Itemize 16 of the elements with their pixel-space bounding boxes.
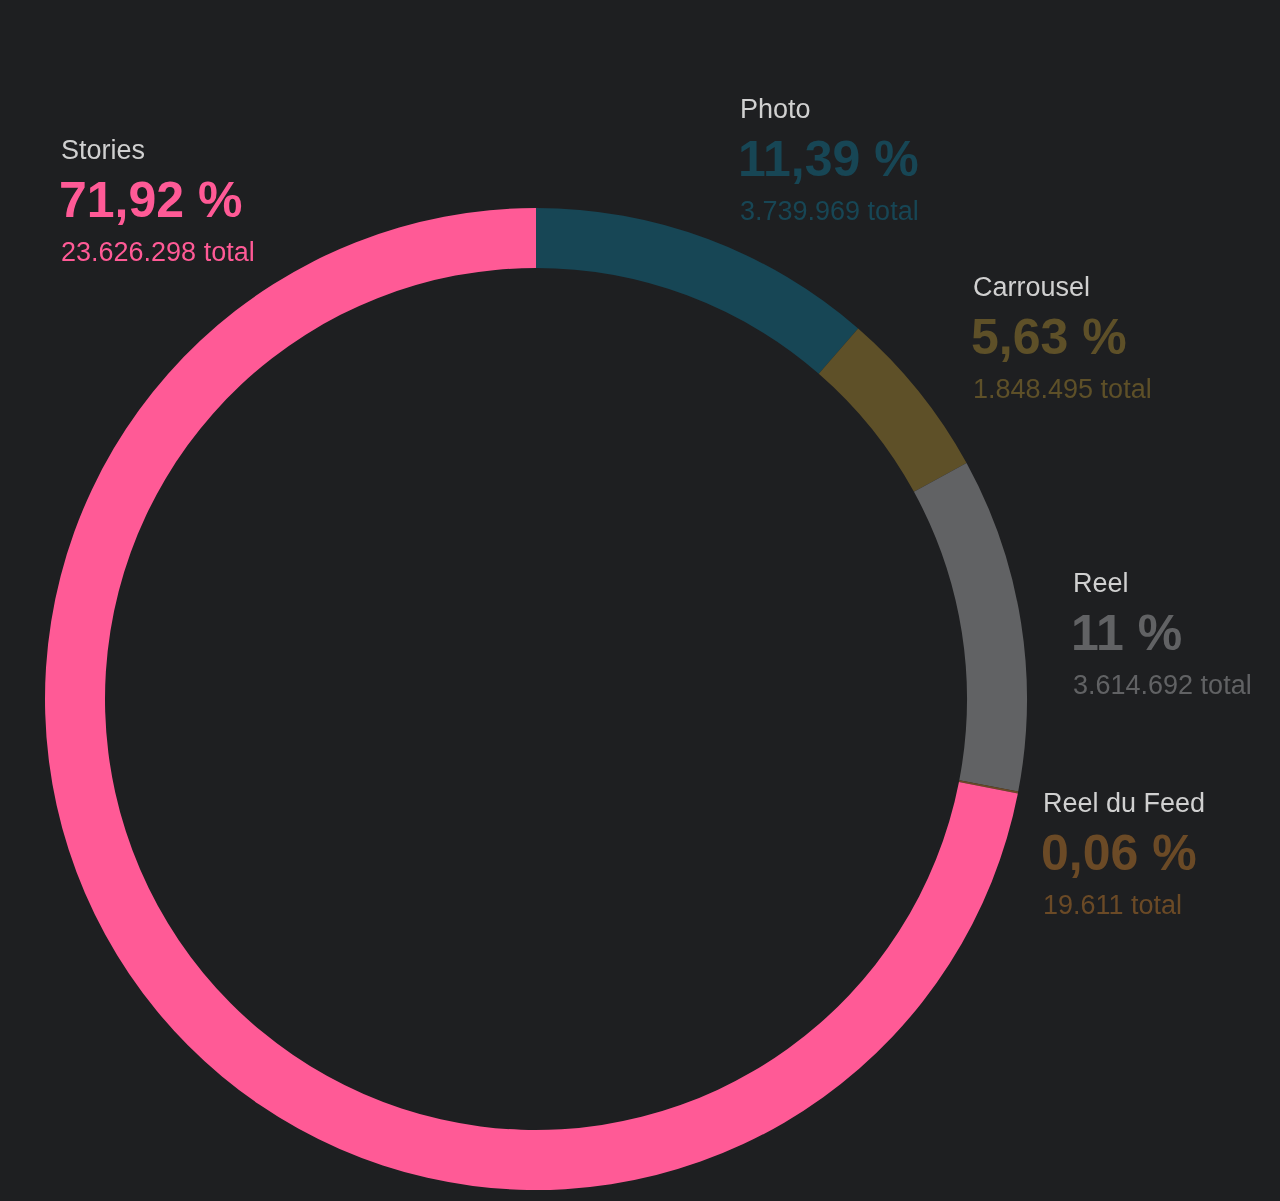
slice-label: Stories [61, 135, 146, 165]
data-label: 5,63 % [971, 309, 1127, 365]
slice-label: Reel du Feed [1043, 788, 1206, 818]
data-label: 71,92 % [59, 172, 243, 228]
slice-label: Reel [1073, 568, 1129, 598]
slice-label: Photo [740, 94, 811, 124]
donut-slice [958, 780, 1019, 794]
text: 3.614.692 total [1073, 670, 1252, 700]
text: 1.848.495 total [973, 374, 1152, 404]
donut-slice [913, 463, 1027, 792]
slice-label: Carrousel [973, 272, 1091, 302]
donut-slice [818, 328, 967, 492]
data-label: 11 % [1071, 605, 1183, 661]
text: 19.611 total [1043, 890, 1183, 920]
data-label: 0,06 % [1041, 825, 1197, 881]
text: 23.626.298 total [61, 237, 255, 267]
